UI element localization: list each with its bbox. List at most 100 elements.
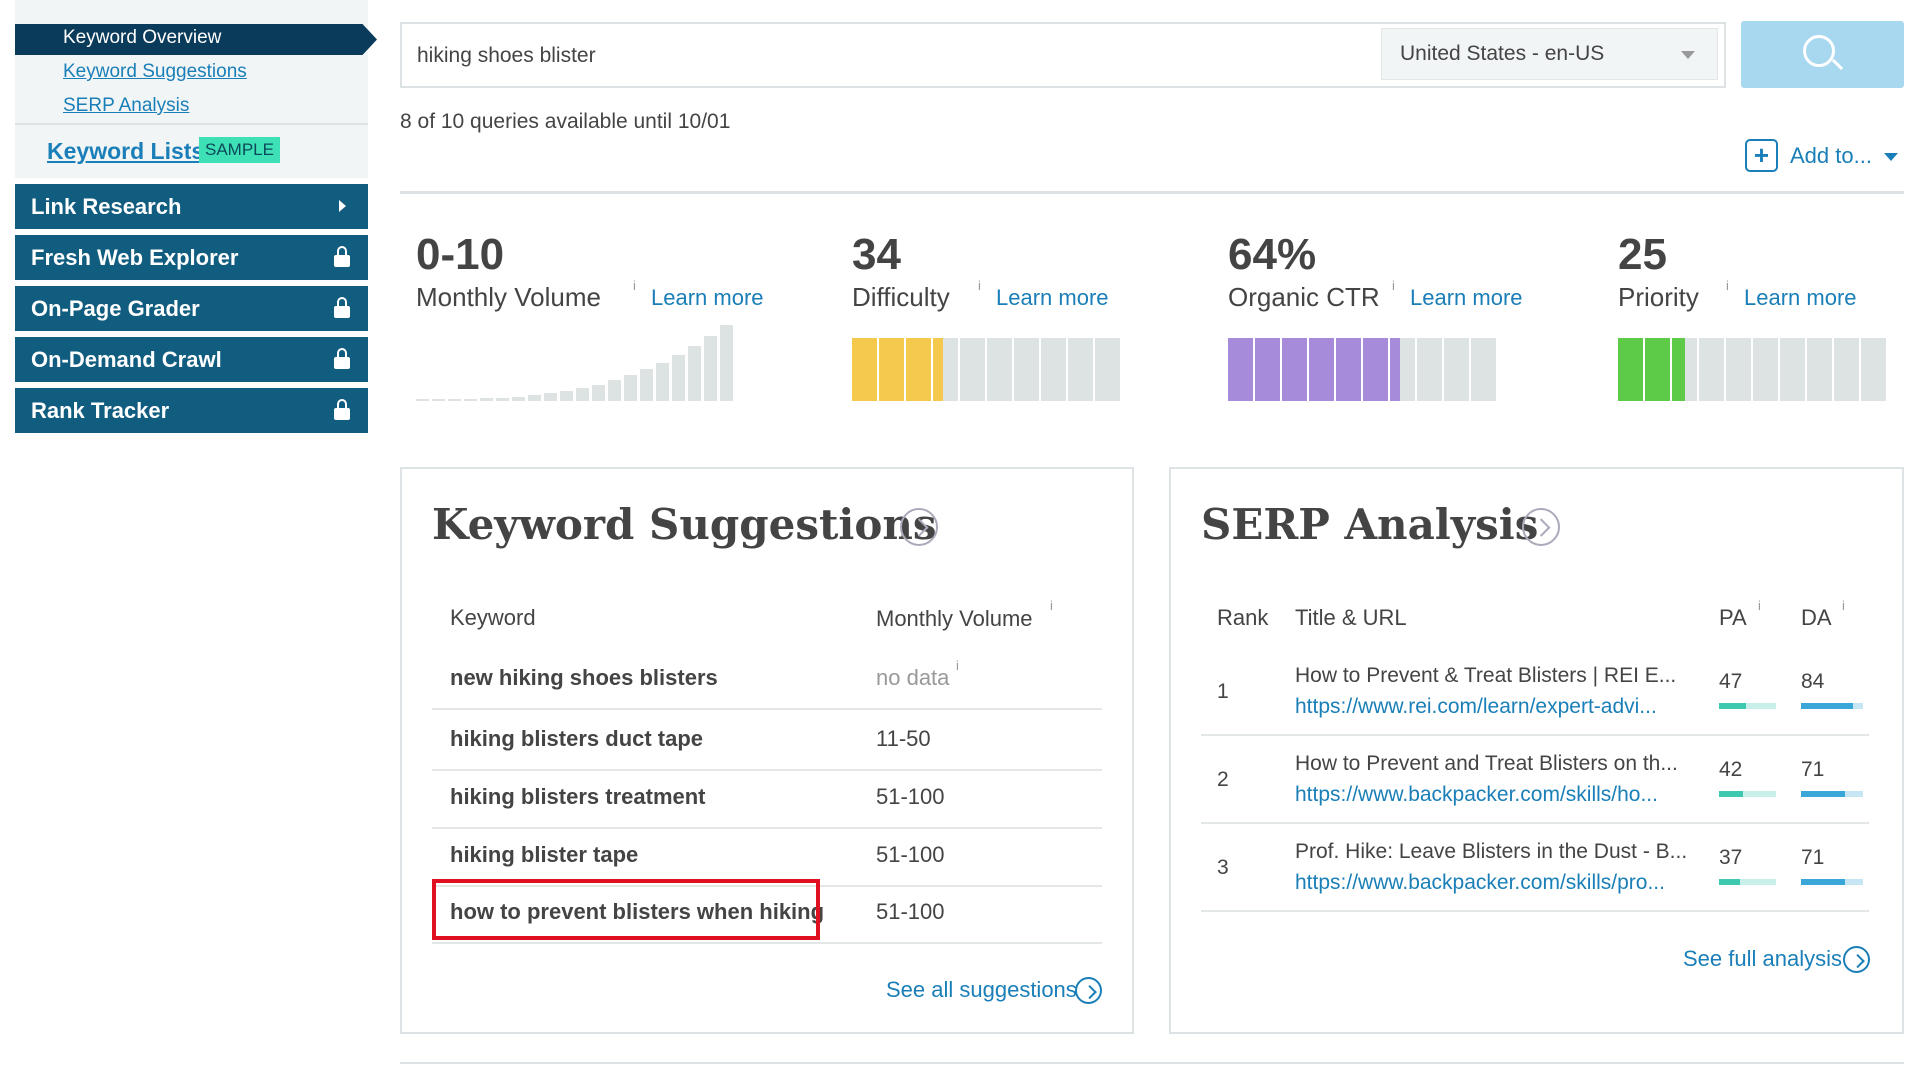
- divider: [400, 191, 1904, 194]
- pa-track: [1719, 703, 1776, 709]
- chevron: [1850, 954, 1865, 968]
- nav-item[interactable]: Keyword Suggestions: [63, 61, 247, 82]
- score-fill: [1309, 338, 1334, 401]
- score-fill: [933, 338, 943, 401]
- nav-button[interactable]: Rank Tracker: [15, 388, 368, 433]
- search-button[interactable]: [1741, 21, 1904, 88]
- nav-item[interactable]: Keyword Overview: [63, 27, 222, 48]
- search-input: [400, 22, 1726, 88]
- volume: 51-100: [876, 784, 945, 809]
- nav-item[interactable]: SERP Analysis: [63, 95, 190, 116]
- score-fill: [879, 338, 904, 401]
- row-line: [432, 942, 1102, 944]
- da-value: 71: [1801, 758, 1825, 781]
- volume-bar: [624, 375, 637, 401]
- arrow-icon[interactable]: [1843, 946, 1870, 973]
- volume: 51-100: [876, 899, 945, 924]
- info-icon: i: [1050, 598, 1053, 613]
- pa-bar: [1719, 879, 1741, 885]
- metric-value: 34: [852, 230, 901, 279]
- nav-button[interactable]: Link Research: [15, 184, 368, 229]
- keyword: new hiking shoes blisters: [450, 665, 718, 690]
- result-url[interactable]: https://www.backpacker.com/skills/ho...: [1295, 783, 1658, 806]
- score-segment: [1753, 338, 1778, 401]
- row-line: [1201, 910, 1869, 912]
- rank: 3: [1217, 856, 1229, 879]
- row-line: [432, 769, 1102, 771]
- score-fill: [1228, 338, 1253, 401]
- see-full[interactable]: See full analysis: [1683, 946, 1842, 971]
- result-url[interactable]: https://www.backpacker.com/skills/pro...: [1295, 871, 1665, 894]
- search-text[interactable]: hiking shoes blister: [417, 44, 596, 67]
- nav-active: [15, 24, 377, 55]
- score-segment: [960, 338, 985, 401]
- score-segment: [1807, 338, 1832, 401]
- da-bar: [1801, 791, 1846, 797]
- locale-select[interactable]: United States - en-US: [1381, 28, 1718, 80]
- volume-bar: [576, 388, 589, 401]
- add-to[interactable]: Add to...: [1790, 143, 1872, 168]
- metric-value: 64%: [1228, 230, 1317, 279]
- metric-label: Difficulty: [852, 282, 950, 312]
- volume-bar: [560, 391, 573, 401]
- score-fill: [1390, 338, 1400, 401]
- score-fill: [1672, 338, 1685, 401]
- score-segment: [1471, 338, 1496, 401]
- chevron: [1532, 518, 1550, 537]
- volume-bar: [464, 398, 477, 401]
- expand-icon[interactable]: [1522, 508, 1560, 546]
- learn-more[interactable]: Learn more: [651, 285, 764, 310]
- lock-shackle: [337, 348, 347, 358]
- rank: 1: [1217, 680, 1229, 703]
- score-fill: [1255, 338, 1280, 401]
- info-icon: i: [956, 658, 959, 673]
- volume-bar: [640, 369, 653, 401]
- nav-button[interactable]: Fresh Web Explorer: [15, 235, 368, 280]
- volume-bar: [704, 336, 717, 401]
- quota-text: 8 of 10 queries available until 10/01: [400, 110, 731, 133]
- pa-value: 42: [1719, 758, 1743, 781]
- result-title[interactable]: How to Prevent and Treat Blisters on th.…: [1295, 752, 1678, 775]
- keyword: how to prevent blisters when hiking: [450, 899, 825, 924]
- result-title[interactable]: Prof. Hike: Leave Blisters in the Dust -…: [1295, 840, 1688, 863]
- card: [400, 1062, 1904, 1084]
- metric-label: Priority: [1618, 282, 1699, 312]
- card-title: SERP Analysis: [1201, 500, 1539, 549]
- result-title[interactable]: How to Prevent & Treat Blisters | REI E.…: [1295, 664, 1677, 687]
- nav-button[interactable]: On-Page Grader: [15, 286, 368, 331]
- col-header: DA: [1801, 605, 1832, 630]
- learn-more[interactable]: Learn more: [1744, 285, 1857, 310]
- plus-icon: +: [1745, 139, 1778, 172]
- row-line: [432, 708, 1102, 710]
- score-segment: [1861, 338, 1886, 401]
- score-segment: [1095, 338, 1120, 401]
- search-icon: [1803, 35, 1835, 67]
- row-line: [432, 827, 1102, 829]
- score-segment: [1726, 338, 1751, 401]
- arrow-icon[interactable]: [1075, 977, 1102, 1004]
- search-icon-handle: [1831, 58, 1844, 71]
- result-url[interactable]: https://www.rei.com/learn/expert-advi...: [1295, 695, 1657, 718]
- info-icon: i: [978, 278, 981, 293]
- pa-track: [1719, 791, 1776, 797]
- learn-more[interactable]: Learn more: [1410, 285, 1523, 310]
- chevron: [1082, 985, 1097, 999]
- score-segment: [1444, 338, 1469, 401]
- col-header: Rank: [1217, 605, 1269, 630]
- card: [1169, 467, 1904, 1034]
- volume-bar: [688, 345, 701, 401]
- info-icon: i: [1758, 598, 1761, 613]
- caret: [1884, 153, 1898, 161]
- pa-value: 47: [1719, 670, 1743, 693]
- col-header: Monthly Volume: [876, 606, 1033, 631]
- da-value: 71: [1801, 846, 1825, 869]
- see-all[interactable]: See all suggestions: [886, 977, 1077, 1002]
- score-fill: [906, 338, 931, 401]
- badge: SAMPLE: [199, 137, 280, 163]
- score-segment: [1068, 338, 1093, 401]
- nav-link[interactable]: Keyword Lists: [47, 138, 205, 164]
- lock-icon: [334, 399, 350, 420]
- nav-button[interactable]: On-Demand Crawl: [15, 337, 368, 382]
- learn-more[interactable]: Learn more: [996, 285, 1109, 310]
- expand-icon[interactable]: [900, 508, 938, 546]
